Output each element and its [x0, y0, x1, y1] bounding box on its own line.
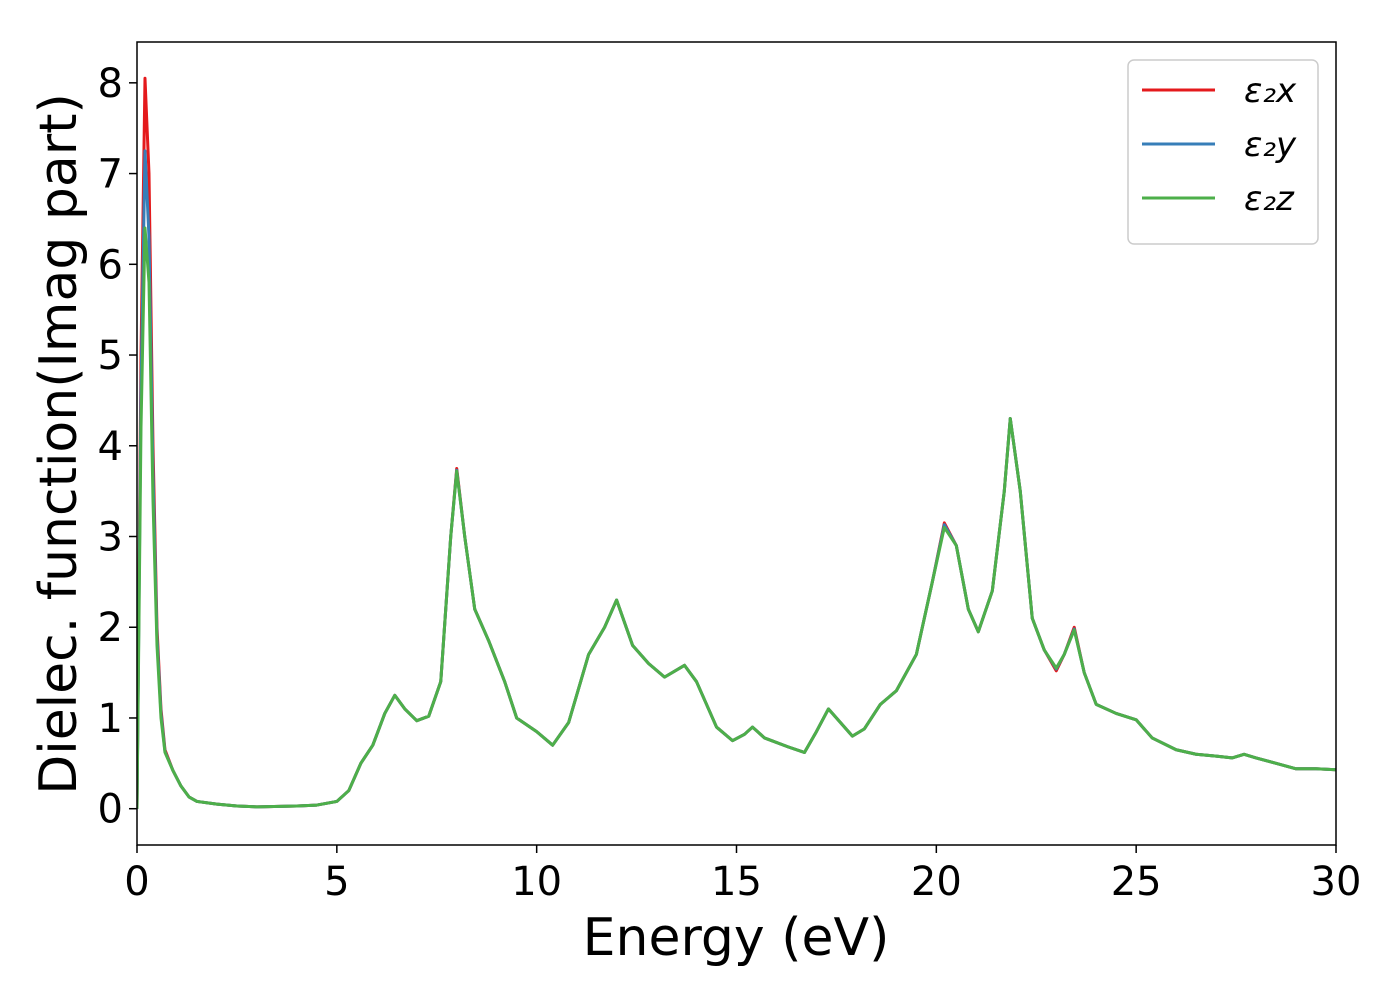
legend-label: ε₂z	[1244, 179, 1295, 219]
y-tick-label: 5	[98, 333, 123, 379]
y-tick-label: 4	[98, 424, 123, 470]
x-tick-label: 15	[711, 859, 762, 905]
y-tick-label: 2	[98, 605, 123, 651]
x-tick-label: 5	[324, 859, 349, 905]
y-tick-label: 1	[98, 696, 123, 742]
x-tick-label: 0	[124, 859, 149, 905]
x-tick-label: 10	[511, 859, 562, 905]
y-tick-label: 8	[98, 61, 123, 107]
y-tick-label: 3	[98, 515, 123, 561]
y-tick-label: 0	[98, 787, 123, 833]
x-tick-label: 30	[1311, 859, 1362, 905]
line-series	[137, 149, 1336, 809]
legend-label: ε₂x	[1244, 71, 1297, 111]
x-tick-label: 25	[1111, 859, 1162, 905]
plot	[137, 76, 1336, 809]
legend-label: ε₂y	[1244, 125, 1297, 165]
y-tick-label: 6	[98, 242, 123, 288]
plot-frame	[136, 41, 1337, 846]
y-axis-label: Dielec. function(Imag part)	[29, 93, 89, 795]
line-series	[137, 226, 1336, 809]
x-tick-label: 20	[911, 859, 962, 905]
y-tick-label: 7	[98, 152, 123, 198]
x-axis-label: Energy (eV)	[583, 908, 890, 968]
